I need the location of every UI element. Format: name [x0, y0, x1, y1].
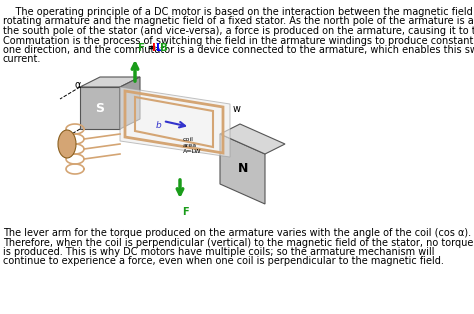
Polygon shape — [120, 77, 140, 129]
Text: L: L — [156, 43, 163, 53]
Polygon shape — [220, 134, 265, 204]
Text: coil
area
A=LW: coil area A=LW — [183, 137, 201, 154]
Polygon shape — [120, 87, 230, 157]
Text: w: w — [233, 104, 241, 114]
Text: rotating armature and the magnetic field of a fixed stator. As the north pole of: rotating armature and the magnetic field… — [3, 17, 474, 26]
Text: Therefore, when the coil is perpendicular (vertical) to the magnetic field of th: Therefore, when the coil is perpendicula… — [3, 237, 474, 247]
Polygon shape — [220, 124, 285, 154]
Polygon shape — [80, 77, 140, 87]
Text: continue to experience a force, even when one coil is perpendicular to the magne: continue to experience a force, even whe… — [3, 257, 444, 267]
Text: S: S — [95, 101, 104, 115]
Text: α: α — [75, 80, 81, 90]
Text: I: I — [152, 43, 156, 53]
Text: The lever arm for the torque produced on the armature varies with the angle of t: The lever arm for the torque produced on… — [3, 228, 471, 238]
Text: b: b — [156, 121, 162, 129]
Text: B: B — [160, 43, 168, 53]
Text: F: F — [182, 207, 189, 217]
Ellipse shape — [58, 130, 76, 158]
Text: The operating principle of a DC motor is based on the interaction between the ma: The operating principle of a DC motor is… — [3, 7, 474, 17]
Text: current.: current. — [3, 55, 41, 64]
Text: =: = — [144, 43, 160, 53]
Text: Commutation is the process of switching the field in the armature windings to pr: Commutation is the process of switching … — [3, 35, 474, 46]
Text: is produced. This is why DC motors have multiple coils; so the armature mechanis: is produced. This is why DC motors have … — [3, 247, 435, 257]
Polygon shape — [80, 87, 120, 129]
Text: the south pole of the stator (and vice-versa), a force is produced on the armatu: the south pole of the stator (and vice-v… — [3, 26, 474, 36]
Text: F: F — [138, 43, 145, 53]
Text: N: N — [238, 163, 248, 176]
Text: one direction, and the commutator is a device connected to the armature, which e: one direction, and the commutator is a d… — [3, 45, 474, 55]
